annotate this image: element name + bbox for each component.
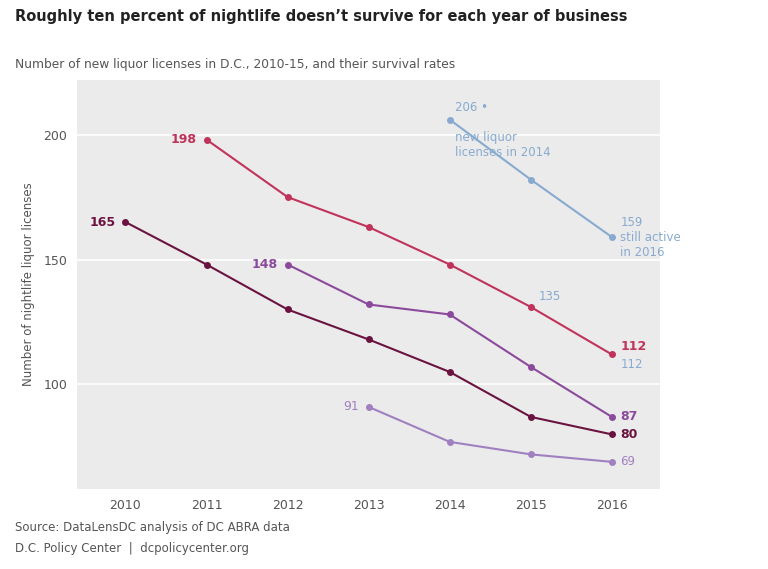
- Text: 206 •: 206 •: [455, 101, 488, 114]
- Text: Source: DataLensDC analysis of DC ABRA data: Source: DataLensDC analysis of DC ABRA d…: [15, 521, 290, 534]
- Text: 112: 112: [621, 340, 647, 353]
- Text: 159
still active
in 2016: 159 still active in 2016: [621, 216, 681, 258]
- Text: Roughly ten percent of nightlife doesn’t survive for each year of business: Roughly ten percent of nightlife doesn’t…: [15, 9, 628, 23]
- Text: D.C. Policy Center  |  dcpolicycenter.org: D.C. Policy Center | dcpolicycenter.org: [15, 542, 250, 555]
- Text: 87: 87: [621, 410, 637, 423]
- Text: 198: 198: [170, 133, 197, 146]
- Text: 80: 80: [621, 428, 637, 441]
- Text: new liquor
licenses in 2014: new liquor licenses in 2014: [455, 131, 551, 159]
- Text: Number of new liquor licenses in D.C., 2010-15, and their survival rates: Number of new liquor licenses in D.C., 2…: [15, 58, 455, 71]
- Text: 69: 69: [621, 455, 635, 468]
- Y-axis label: Number of nightlife liquor licenses: Number of nightlife liquor licenses: [22, 183, 35, 386]
- Text: 135: 135: [539, 291, 561, 303]
- Text: 112: 112: [621, 358, 643, 370]
- Text: 148: 148: [252, 258, 278, 271]
- Text: 91: 91: [343, 401, 359, 414]
- Text: 165: 165: [90, 216, 116, 229]
